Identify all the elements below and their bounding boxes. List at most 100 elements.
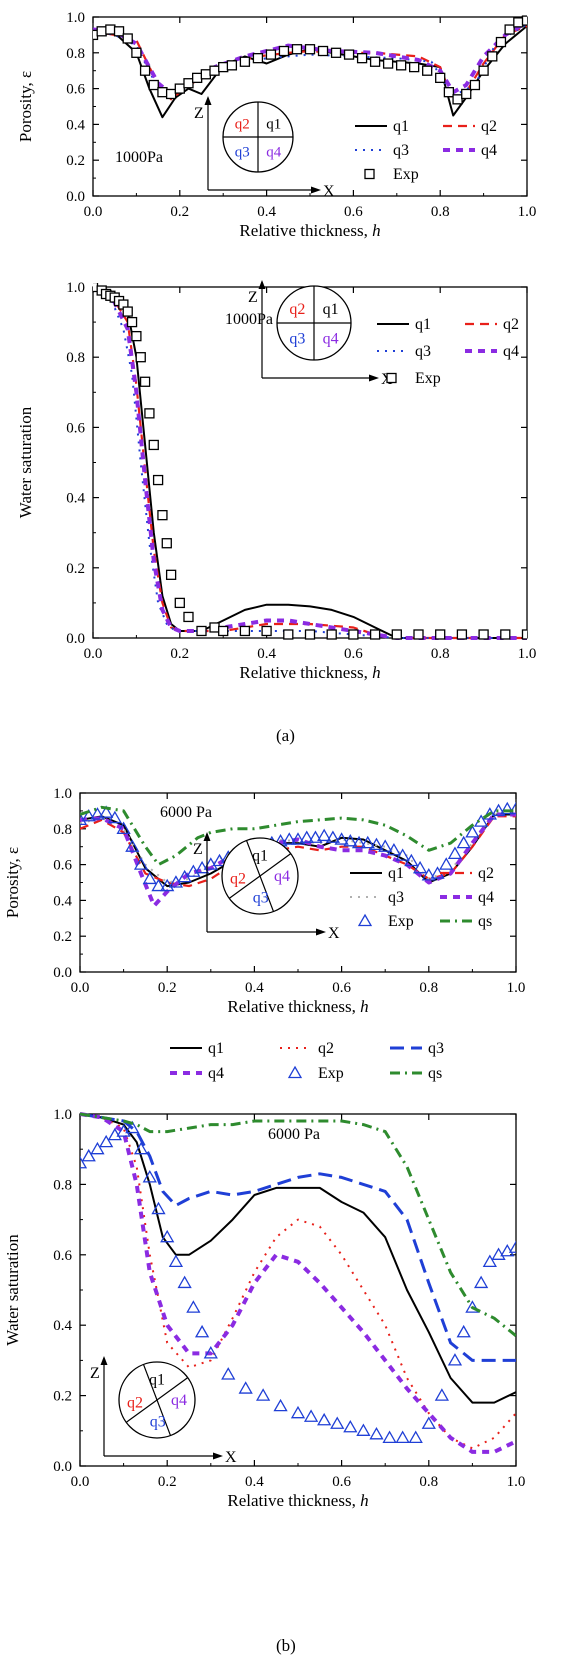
y-tick-label: 0.6 xyxy=(66,420,85,436)
legend-item-exp: Exp xyxy=(287,1065,344,1082)
inset-z-label: Z xyxy=(193,841,203,858)
exp-point xyxy=(395,60,407,71)
exp-point xyxy=(142,871,157,885)
exp-point xyxy=(317,828,332,842)
x-tick-label: 0.8 xyxy=(431,204,450,220)
inset-z-label: Z xyxy=(248,289,258,306)
exp-point xyxy=(456,835,471,849)
legend-label: Exp xyxy=(388,913,414,930)
inset-diagram: Z Xq1 q2 q4 q3 xyxy=(90,1356,237,1466)
exp-point xyxy=(177,1275,192,1289)
exp-point xyxy=(135,352,146,363)
legend-label: q1 xyxy=(208,1040,224,1057)
exp-point xyxy=(113,26,125,37)
legend-item-exp: Exp xyxy=(364,166,419,183)
exp-point xyxy=(495,36,507,48)
exp-point xyxy=(343,49,355,60)
exp-point xyxy=(107,810,123,824)
x-axis-label: Relative thickness, h xyxy=(227,997,368,1016)
series-q1 xyxy=(93,286,527,639)
x-tick-label: 1.0 xyxy=(507,1474,526,1490)
exp-point xyxy=(434,1388,450,1401)
pressure-annotation: 6000 Pa xyxy=(160,804,212,821)
exp-point xyxy=(391,629,402,640)
legend-label: q3 xyxy=(388,889,404,906)
exp-point xyxy=(482,1254,497,1267)
y-tick-label: 1.0 xyxy=(53,1107,72,1123)
exp-point xyxy=(343,1419,358,1433)
exp-point xyxy=(116,821,131,834)
exp-point xyxy=(183,611,194,623)
legend-label: q4 xyxy=(481,142,497,159)
exp-point xyxy=(255,1388,271,1401)
x-tick-label: 0.6 xyxy=(344,204,363,220)
x-tick-label: 1.0 xyxy=(518,204,537,220)
legend-item-q1: q1 xyxy=(350,865,404,882)
pressure-annotation: 1000Pa xyxy=(225,311,273,328)
x-tick-label: 0.0 xyxy=(71,980,90,996)
y-tick-label: 0.0 xyxy=(53,965,72,981)
caption-a: (a) xyxy=(276,726,295,745)
y-axis-label: Water saturation xyxy=(3,1234,22,1346)
exp-point xyxy=(304,629,316,640)
series-q4 xyxy=(93,20,527,96)
x-tick-label: 0.8 xyxy=(419,980,438,996)
exp-point xyxy=(283,629,294,640)
x-axis-label: Relative thickness, h xyxy=(239,221,380,240)
inset-label-q3: q3 xyxy=(150,1414,166,1431)
x-tick-label: 0.2 xyxy=(170,646,189,662)
legend-label: q2 xyxy=(478,865,494,882)
series-q4 xyxy=(80,812,516,908)
series-line xyxy=(93,286,527,639)
inset-label-q1: q1 xyxy=(323,301,339,318)
legend-item-exp: Exp xyxy=(386,370,441,387)
x-tick-label: 0.2 xyxy=(158,1474,177,1490)
legend-item-q4: q4 xyxy=(170,1065,224,1082)
y-tick-label: 0.0 xyxy=(66,189,85,205)
exp-point xyxy=(226,60,238,71)
legend-swatch xyxy=(287,1065,303,1079)
exp-point xyxy=(151,878,166,892)
exp-point xyxy=(303,1409,319,1422)
inset-z-label: Z xyxy=(194,105,204,122)
inset-divider xyxy=(143,1364,171,1436)
inset-label-q3: q3 xyxy=(253,890,269,907)
exp-point xyxy=(326,629,337,640)
x-tick-label: 0.4 xyxy=(245,1474,264,1490)
exp-point xyxy=(421,868,436,881)
legend: q1 q2 q3 q4 Exp xyxy=(355,118,497,183)
inset-label-q1: q1 xyxy=(266,116,281,132)
y-tick-label: 0.6 xyxy=(53,858,72,874)
exp-point xyxy=(508,1240,516,1253)
legend-item-q2: q2 xyxy=(440,865,494,882)
exp-point xyxy=(105,24,116,35)
exp-point xyxy=(239,625,251,637)
exp-point xyxy=(478,65,489,76)
y-tick-label: 0.6 xyxy=(53,1248,72,1264)
exp-point xyxy=(165,569,177,580)
exp-point xyxy=(160,1229,175,1243)
series-line xyxy=(80,812,516,908)
exp-point xyxy=(131,47,142,58)
legend-swatch xyxy=(357,913,373,927)
exp-point xyxy=(409,61,420,73)
y-tick-label: 0.8 xyxy=(53,1177,72,1193)
legend-label: q4 xyxy=(503,343,519,360)
inset-label-q4: q4 xyxy=(171,1392,187,1409)
y-axis-label: Porosity, ε xyxy=(3,847,22,918)
legend-label: q1 xyxy=(388,865,404,882)
exp-point xyxy=(122,306,133,317)
z-arrowhead xyxy=(204,96,212,105)
series-line xyxy=(80,1113,516,1450)
exp-point xyxy=(151,1201,166,1215)
exp-point xyxy=(473,1275,489,1289)
legend-item-qs: qs xyxy=(440,913,492,930)
x-tick-label: 0.4 xyxy=(257,204,276,220)
exp-point xyxy=(252,53,264,64)
inset-x-label: X xyxy=(225,1449,237,1466)
legend-label: Exp xyxy=(318,1065,344,1082)
x-tick-label: 0.0 xyxy=(71,1474,90,1490)
x-axis-label: Relative thickness, h xyxy=(239,663,380,682)
z-arrowhead xyxy=(258,280,266,289)
